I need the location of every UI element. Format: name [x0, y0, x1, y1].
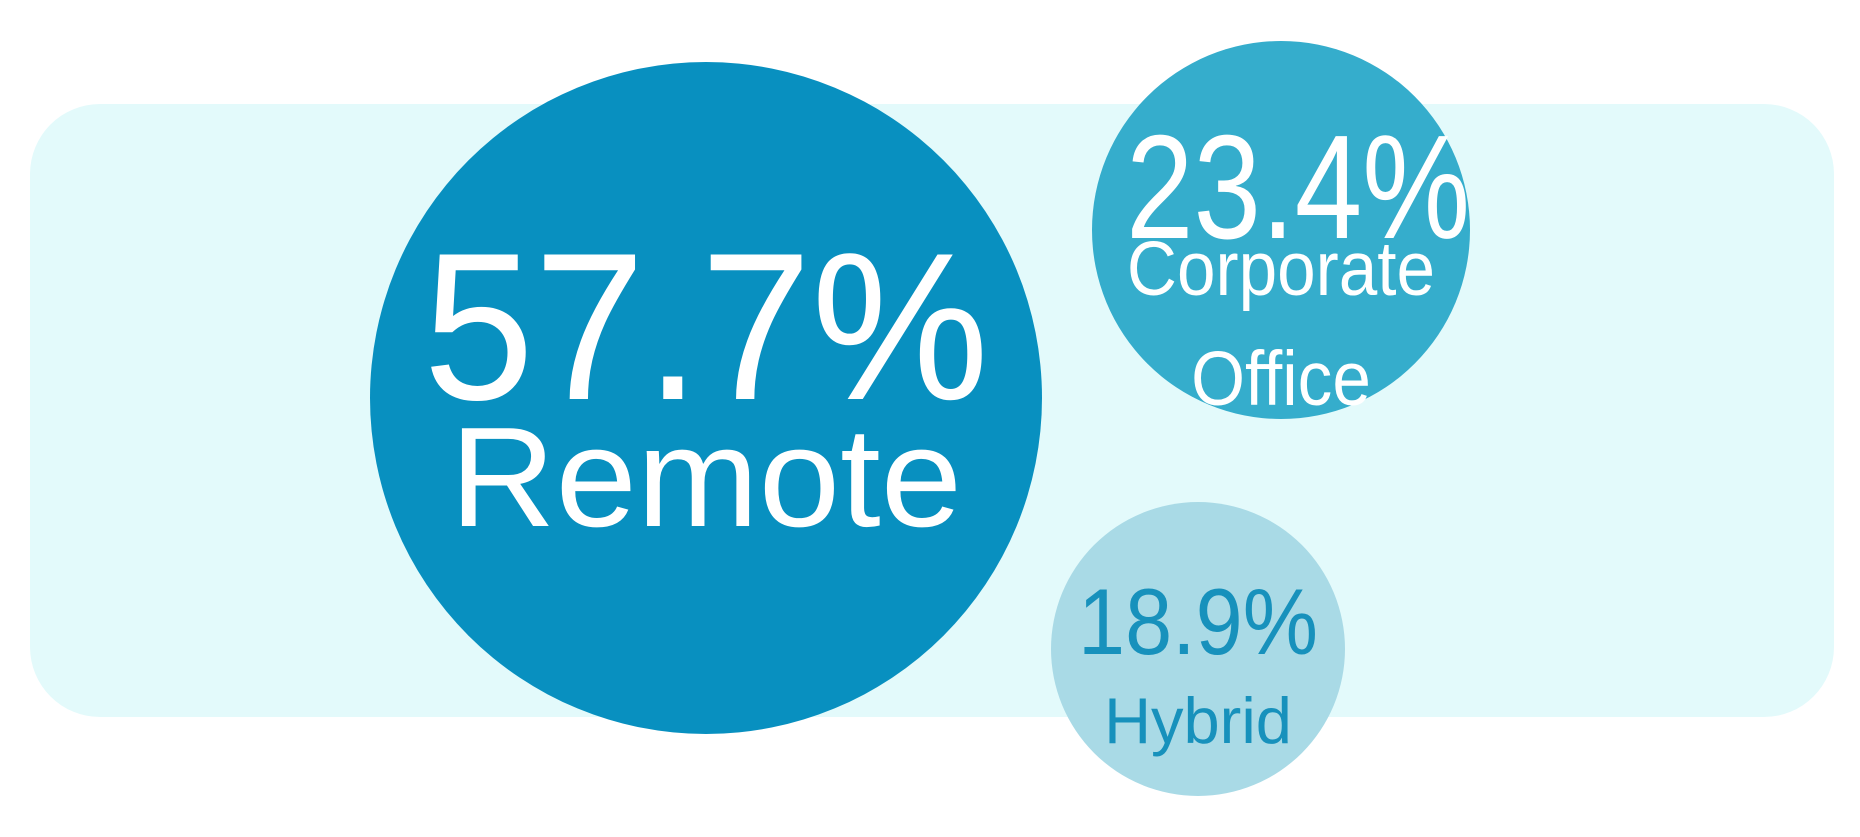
bubble-corporate-office: 23.4% Corporate Office	[1092, 41, 1470, 419]
bubble-remote-value: 57.7%	[423, 209, 989, 444]
bubble-remote: 57.7% Remote	[370, 62, 1042, 734]
bubble-hybrid-label: Hybrid	[1104, 684, 1292, 757]
bubble-hybrid-value: 18.9%	[1078, 569, 1318, 674]
bubble-corporate-office-label-line1: Corporate	[1126, 226, 1436, 312]
bubble-hybrid: 18.9% Hybrid	[1051, 502, 1345, 796]
bubble-corporate-office-label-line2: Office	[1191, 336, 1371, 422]
bubble-corporate-office-value: 23.4%	[1126, 105, 1471, 270]
bubble-remote-label: Remote	[449, 398, 963, 557]
